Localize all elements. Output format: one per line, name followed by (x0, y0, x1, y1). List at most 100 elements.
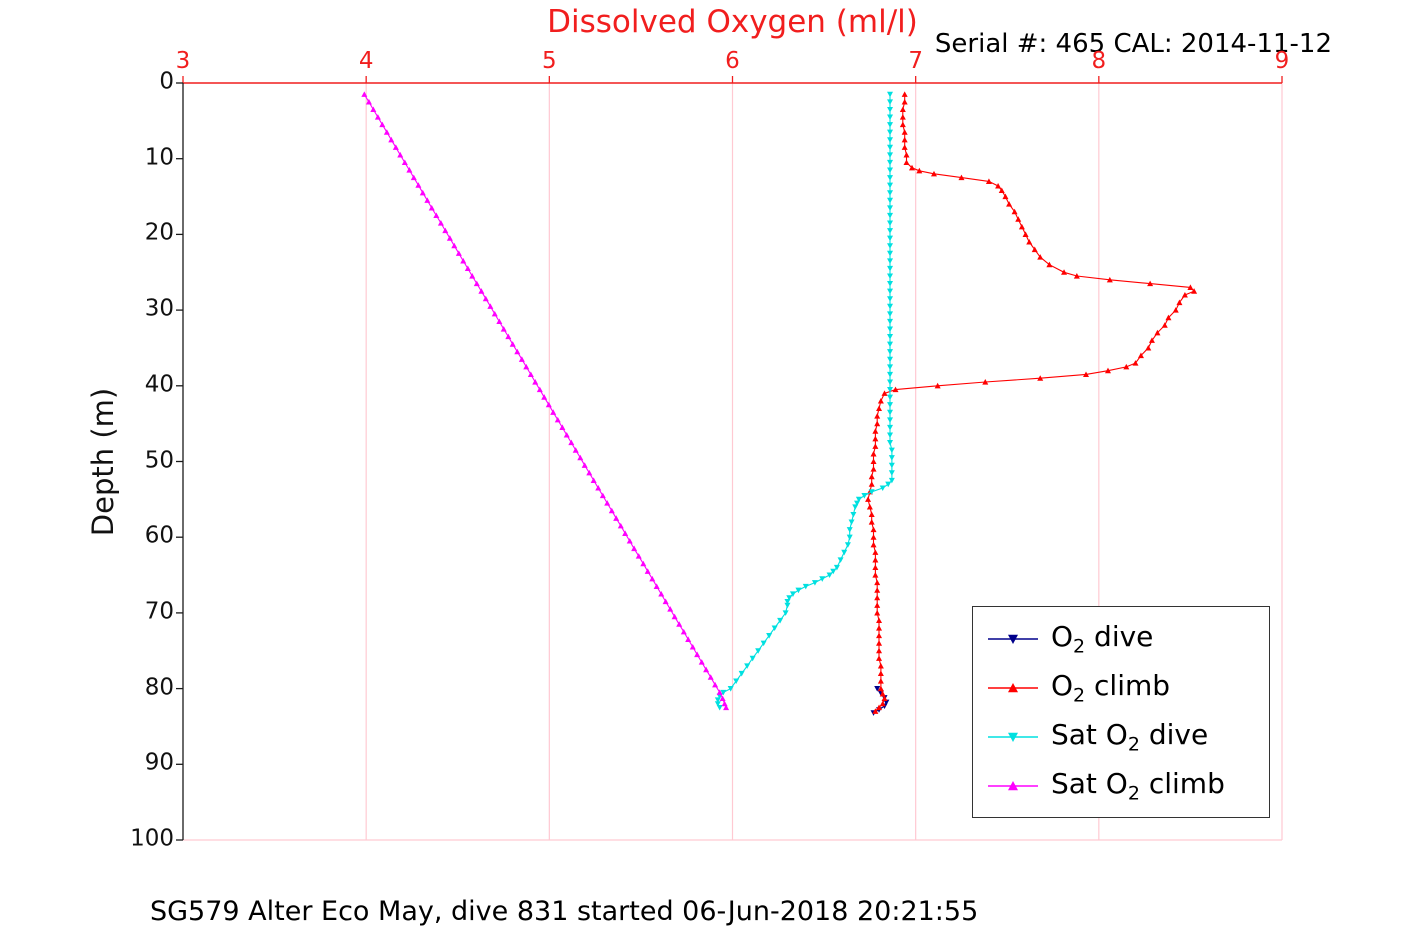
series-marker-o2-climb (876, 405, 883, 412)
series-marker-o2-climb (1132, 360, 1139, 366)
series-marker-sat-o2-climb (604, 500, 611, 506)
series-marker-sat-o2-dive (846, 527, 853, 533)
series-marker-o2-climb (901, 129, 908, 135)
series-marker-sat-o2-dive (887, 326, 894, 333)
series-marker-sat-o2-dive (879, 485, 886, 491)
series-marker-sat-o2-climb (550, 409, 557, 415)
series-marker-sat-o2-dive (887, 235, 894, 242)
y-tick-label: 0 (159, 68, 174, 95)
series-marker-sat-o2-dive (887, 341, 894, 348)
y-tick-label: 40 (144, 371, 174, 398)
series-marker-sat-o2-climb (442, 227, 449, 234)
series-marker-sat-o2-dive (760, 640, 767, 647)
dive-caption: SG579 Alter Eco May, dive 831 started 06… (150, 896, 979, 927)
series-marker-sat-o2-dive (887, 228, 894, 234)
series-marker-o2-climb (874, 420, 881, 427)
series-marker-sat-o2-climb (559, 424, 566, 430)
y-tick-label: 90 (144, 749, 174, 776)
series-marker-sat-o2-climb (719, 695, 726, 701)
y-tick-label: 80 (144, 674, 174, 701)
series-marker-sat-o2-climb (437, 220, 444, 226)
legend-item: Sat O2 dive (973, 712, 1269, 761)
series-marker-sat-o2-climb (568, 439, 575, 446)
series-marker-o2-dive (883, 699, 890, 706)
series-marker-sat-o2-dive (784, 602, 791, 609)
series-marker-o2-climb (1137, 352, 1144, 359)
series-marker-sat-o2-dive (887, 265, 894, 272)
series-marker-sat-o2-climb (590, 477, 597, 483)
legend-label: O2 dive (1051, 619, 1154, 658)
legend-label: O2 climb (1051, 668, 1171, 707)
series-marker-sat-o2-dive (887, 205, 894, 211)
legend-marker-icon (1008, 634, 1018, 644)
series-marker-sat-o2-climb (640, 560, 647, 567)
series-marker-o2-climb (903, 151, 910, 158)
legend-label: Sat O2 climb (1051, 766, 1225, 805)
series-marker-o2-climb (1176, 299, 1183, 306)
series-marker-sat-o2-dive (811, 580, 818, 586)
series-marker-o2-climb (1165, 314, 1172, 321)
series-marker-o2-climb (872, 435, 879, 442)
series-marker-o2-climb (901, 91, 908, 97)
series-marker-o2-climb (877, 670, 884, 677)
series-marker-sat-o2-dive (720, 689, 727, 696)
series-marker-sat-o2-dive (888, 447, 895, 454)
series-marker-o2-climb (899, 106, 906, 113)
series-marker-sat-o2-climb (505, 333, 512, 340)
series-marker-sat-o2-dive (887, 220, 894, 227)
series-marker-o2-climb (1011, 208, 1018, 215)
series-marker-sat-o2-climb (581, 462, 588, 468)
series-marker-sat-o2-dive (771, 625, 778, 632)
legend-line-sample (988, 732, 1038, 742)
series-marker-o2-climb (958, 174, 965, 181)
series-marker-o2-climb (998, 187, 1005, 194)
series-marker-sat-o2-climb (496, 318, 503, 325)
series-marker-sat-o2-climb (406, 167, 413, 173)
series-marker-sat-o2-climb (599, 492, 606, 499)
series-marker-sat-o2-dive (777, 617, 784, 624)
series-marker-sat-o2-dive (802, 583, 809, 590)
series-marker-o2-climb (870, 526, 877, 533)
series-marker-o2-climb (1073, 273, 1080, 279)
series-marker-o2-climb (881, 695, 888, 701)
series-marker-o2-climb (870, 541, 877, 548)
series-marker-o2-climb (876, 617, 883, 624)
series-marker-o2-climb (876, 640, 883, 646)
series-marker-o2-climb (1145, 344, 1152, 351)
series-marker-sat-o2-dive (888, 470, 895, 476)
series-marker-sat-o2-dive (887, 197, 894, 204)
series-marker-o2-climb (877, 685, 884, 692)
y-tick-label: 30 (144, 295, 174, 322)
chart-title: Dissolved Oxygen (ml/l) (547, 4, 918, 40)
x-tick-label: 4 (358, 48, 374, 74)
series-marker-sat-o2-climb (662, 598, 669, 605)
series-marker-o2-climb (866, 503, 873, 510)
series-marker-sat-o2-dive (887, 379, 894, 386)
series-marker-sat-o2-climb (388, 136, 395, 143)
legend: O2 dive O2 climb Sat O2 dive Sat O2 climb (972, 606, 1270, 818)
series-marker-sat-o2-climb (676, 621, 683, 627)
series-marker-sat-o2-dive (888, 477, 895, 484)
series-marker-sat-o2-dive (854, 500, 861, 507)
legend-marker-icon (1008, 682, 1018, 692)
series-marker-sat-o2-climb (608, 507, 615, 514)
series-marker-sat-o2-climb (703, 666, 710, 673)
series-marker-sat-o2-climb (514, 348, 521, 355)
legend-item: O2 climb (973, 663, 1269, 712)
series-marker-sat-o2-climb (644, 568, 651, 574)
series-marker-sat-o2-climb (532, 379, 539, 385)
series-marker-sat-o2-dive (887, 91, 894, 98)
series-marker-o2-climb (1046, 261, 1053, 268)
series-marker-sat-o2-dive (887, 424, 894, 431)
legend-item: O2 dive (973, 614, 1269, 663)
series-marker-o2-climb (868, 473, 875, 480)
series-marker-sat-o2-climb (671, 613, 678, 620)
series-marker-sat-o2-climb (410, 174, 417, 181)
series-marker-sat-o2-climb (446, 235, 453, 241)
series-marker-sat-o2-climb (563, 432, 570, 438)
series-marker-o2-climb (1187, 284, 1194, 290)
series-marker-o2-climb (870, 534, 877, 540)
series-marker-o2-climb (1031, 246, 1038, 253)
series-marker-sat-o2-climb (383, 129, 390, 135)
series-marker-sat-o2-climb (469, 273, 476, 279)
